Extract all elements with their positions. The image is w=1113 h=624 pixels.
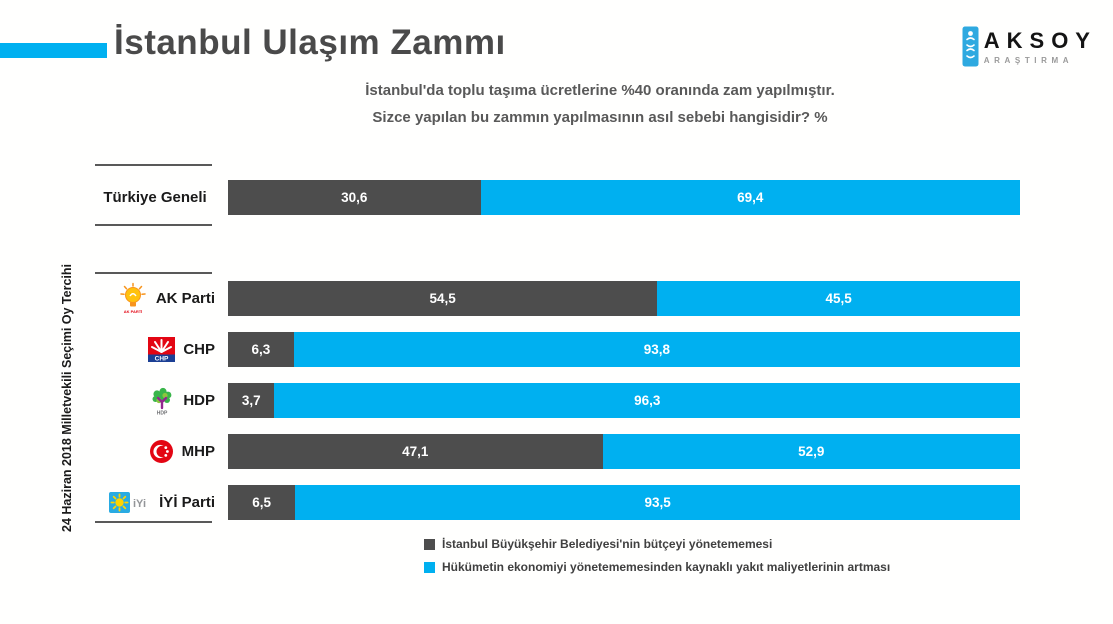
legend-swatch-dark-gray	[424, 538, 435, 550]
category-label-cell: CHP CHP	[95, 332, 215, 367]
bar-segment-belediye: 6,3	[228, 332, 294, 367]
category-label: Türkiye Geneli	[103, 189, 207, 206]
category-label-cell: iYi İYİ Parti	[95, 485, 215, 520]
legend-label-series1: İstanbul Büyükşehir Belediyesi'nin bütçe…	[442, 537, 773, 551]
label-bar-gap	[215, 332, 228, 367]
separator-line-parties-bottom	[95, 521, 212, 523]
stacked-bar: 47,1 52,9	[228, 434, 1020, 469]
separator-line-turkiye-bottom	[95, 224, 212, 226]
bar-segment-belediye: 47,1	[228, 434, 603, 469]
category-label: HDP	[183, 392, 215, 409]
category-label-cell: AK PARTİ AK Parti	[95, 281, 215, 316]
chart-question-line2: Sizce yapılan bu zammın yapılmasının ası…	[372, 109, 828, 126]
page-title: İstanbul Ulaşım Zammı	[114, 23, 506, 62]
stacked-bar: 6,3 93,8	[228, 332, 1020, 367]
bar-segment-hukumet: 45,5	[657, 281, 1020, 316]
chart-row: CHP CHP 6,3 93,8	[95, 332, 1020, 367]
stacked-bar: 30,6 69,4	[228, 180, 1020, 215]
bar-value-label: 54,5	[429, 291, 456, 306]
chart-row: AK PARTİ AK Parti 54,5 45,5	[95, 281, 1020, 316]
label-bar-gap	[215, 281, 228, 316]
chart-question: İstanbul'da toplu taşıma ücretlerine %40…	[140, 77, 1060, 131]
bar-value-label: 69,4	[737, 190, 764, 205]
ak-parti-logo: AK PARTİ	[118, 282, 148, 315]
label-bar-gap	[215, 434, 228, 469]
svg-text:iYi: iYi	[133, 498, 146, 510]
chp-logo: CHP	[148, 337, 176, 362]
chart-row: MHP 47,1 52,9	[95, 434, 1020, 469]
chart-row: Türkiye Geneli 30,6 69,4	[95, 180, 1020, 215]
bar-value-label: 93,5	[644, 495, 671, 510]
bar-segment-belediye: 30,6	[228, 180, 481, 215]
svg-text:AK PARTİ: AK PARTİ	[124, 309, 143, 314]
bar-value-label: 30,6	[341, 190, 368, 205]
y-axis-group-label: 24 Haziran 2018 Milletvekili Seçimi Oy T…	[60, 264, 74, 532]
stacked-bar: 54,5 45,5	[228, 281, 1020, 316]
aksoy-logo-text: AKSOY ARAŞTIRMA	[983, 26, 1097, 66]
chart-row: HDP HDP 3,7 96,3	[95, 383, 1020, 418]
bar-segment-belediye: 54,5	[228, 281, 658, 316]
bar-segment-hukumet: 93,8	[293, 332, 1020, 367]
title-accent-bar	[0, 43, 107, 58]
bar-value-label: 6,5	[252, 495, 272, 510]
svg-text:CHP: CHP	[155, 356, 169, 362]
label-bar-gap	[215, 383, 228, 418]
hdp-logo: HDP	[149, 386, 175, 415]
bar-segment-hukumet: 93,5	[295, 485, 1020, 520]
bar-segment-belediye: 6,5	[228, 485, 296, 520]
category-label: AK Parti	[155, 290, 215, 307]
separator-line-parties-top	[95, 272, 212, 274]
category-label-cell: Türkiye Geneli	[95, 180, 215, 215]
bar-value-label: 3,7	[241, 393, 261, 408]
category-label: MHP	[181, 443, 215, 460]
bar-segment-hukumet: 52,9	[602, 434, 1020, 469]
label-bar-gap	[215, 485, 228, 520]
chart-legend: İstanbul Büyükşehir Belediyesi'nin bütçe…	[424, 537, 890, 574]
iyi-parti-logo: iYi	[109, 492, 151, 513]
bar-value-label: 47,1	[402, 444, 429, 459]
legend-label-series2: Hükümetin ekonomiyi yönetememesinden kay…	[442, 560, 891, 574]
bar-value-label: 45,5	[825, 291, 852, 306]
stacked-bar: 6,5 93,5	[228, 485, 1020, 520]
category-label: CHP	[183, 341, 215, 358]
logo-company-subtext: ARAŞTIRMA	[983, 56, 1074, 65]
bar-value-label: 96,3	[634, 393, 661, 408]
bar-value-label: 93,8	[643, 342, 671, 357]
separator-line-turkiye-top	[95, 164, 212, 166]
svg-text:HDP: HDP	[157, 411, 168, 416]
aksoy-logo: AKSOY ARAŞTIRMA	[962, 26, 1097, 67]
bar-segment-belediye: 3,7	[228, 383, 275, 418]
legend-item-series1: İstanbul Büyükşehir Belediyesi'nin bütçe…	[424, 537, 890, 551]
category-label: İYİ Parti	[159, 494, 215, 511]
chart-question-line1: İstanbul'da toplu taşıma ücretlerine %40…	[365, 82, 835, 99]
bar-segment-hukumet: 96,3	[274, 383, 1020, 418]
bar-segment-hukumet: 69,4	[480, 180, 1020, 215]
legend-item-series2: Hükümetin ekonomiyi yönetememesinden kay…	[424, 560, 890, 574]
category-label-cell: HDP HDP	[95, 383, 215, 418]
chart-row: iYi İYİ Parti 6,5 93,5	[95, 485, 1020, 520]
bar-value-label: 6,3	[251, 342, 271, 357]
bar-value-label: 52,9	[798, 444, 825, 459]
mhp-logo	[149, 439, 174, 464]
stacked-bar: 3,7 96,3	[228, 383, 1020, 418]
logo-company-name: AKSOY	[983, 28, 1097, 53]
category-label-cell: MHP	[95, 434, 215, 469]
legend-swatch-blue	[424, 561, 435, 573]
label-bar-gap	[215, 180, 228, 215]
aksoy-logo-icon	[962, 26, 979, 67]
